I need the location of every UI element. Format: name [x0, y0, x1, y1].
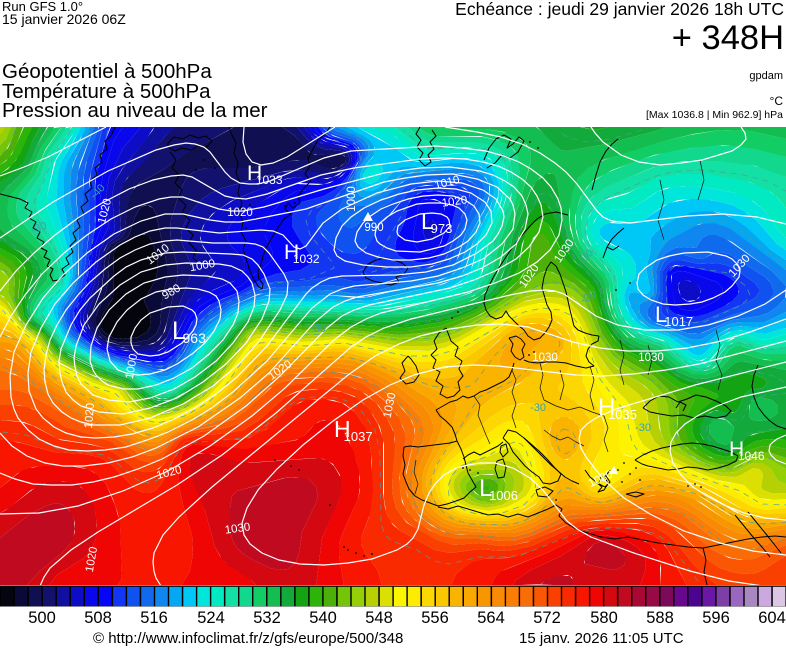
- svg-text:1020: 1020: [84, 546, 100, 573]
- svg-text:1046: 1046: [738, 449, 765, 463]
- svg-text:1030: 1030: [638, 352, 664, 364]
- svg-text:1000: 1000: [189, 258, 216, 274]
- svg-text:963: 963: [183, 330, 207, 346]
- svg-text:580: 580: [590, 609, 618, 627]
- svg-text:516: 516: [140, 609, 168, 627]
- svg-text:508: 508: [84, 609, 112, 627]
- svg-text:532: 532: [253, 609, 281, 627]
- svg-text:1033: 1033: [256, 173, 283, 187]
- svg-text:H: H: [729, 438, 744, 461]
- svg-text:1032: 1032: [293, 252, 320, 266]
- svg-text:H: H: [284, 241, 299, 264]
- svg-text:H: H: [598, 394, 615, 421]
- svg-text:572: 572: [533, 609, 561, 627]
- svg-text:L: L: [172, 317, 186, 345]
- svg-text:-30: -30: [29, 220, 48, 237]
- svg-text:-30: -30: [310, 323, 326, 335]
- svg-text:1037: 1037: [344, 429, 373, 444]
- svg-text:L: L: [655, 302, 667, 327]
- svg-text:500: 500: [28, 609, 56, 627]
- svg-text:1030: 1030: [532, 352, 558, 364]
- svg-text:564: 564: [477, 609, 505, 627]
- svg-text:973: 973: [431, 221, 453, 236]
- svg-text:1020: 1020: [441, 194, 468, 209]
- svg-text:524: 524: [197, 609, 225, 627]
- svg-text:1030: 1030: [382, 392, 399, 420]
- svg-text:1020: 1020: [83, 402, 97, 429]
- svg-text:L: L: [479, 475, 492, 502]
- svg-text:596: 596: [702, 609, 730, 627]
- svg-text:1030: 1030: [224, 521, 251, 536]
- svg-text:-30: -30: [530, 402, 546, 414]
- svg-text:-30: -30: [635, 422, 651, 434]
- svg-text:H: H: [247, 162, 262, 185]
- svg-text:604: 604: [758, 609, 786, 627]
- svg-text:1035: 1035: [608, 407, 637, 422]
- svg-text:1006: 1006: [489, 488, 518, 503]
- svg-text:L: L: [421, 208, 434, 234]
- svg-text:540: 540: [309, 609, 337, 627]
- svg-text:548: 548: [365, 609, 393, 627]
- svg-text:556: 556: [421, 609, 449, 627]
- svg-text:990: 990: [364, 222, 383, 234]
- svg-text:1000: 1000: [346, 186, 358, 212]
- svg-text:H: H: [334, 416, 351, 442]
- svg-text:1000: 1000: [124, 353, 140, 380]
- svg-text:588: 588: [646, 609, 674, 627]
- svg-text:1017: 1017: [664, 314, 693, 329]
- svg-text:1020: 1020: [227, 207, 253, 219]
